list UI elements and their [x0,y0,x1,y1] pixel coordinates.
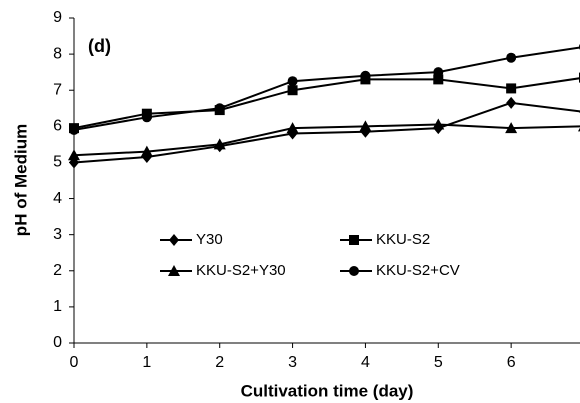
data-point [433,74,444,85]
data-point [359,120,372,132]
y-tick-label: 9 [53,9,62,26]
data-point [506,52,517,63]
y-tick-label: 6 [53,118,62,135]
data-point [140,145,153,157]
legend-label: KKU-S2 [376,231,430,248]
data-point [433,67,444,78]
y-tick-label: 7 [53,81,62,98]
data-point [68,149,80,161]
legend-marker [168,265,180,276]
x-tick-label: 5 [434,354,443,371]
data-point [432,118,445,130]
x-tick-label: 2 [215,354,224,371]
x-tick-label: 3 [288,354,297,371]
series-line [73,46,580,131]
x-tick-label: 0 [70,354,79,371]
y-tick-label: 2 [53,262,62,279]
data-point [214,103,225,114]
y-tick-label: 1 [53,298,62,315]
series-line [73,77,580,130]
legend-label: Y30 [196,231,223,248]
legend-marker [349,266,359,276]
data-point [141,112,152,123]
data-point [505,122,518,134]
data-point [286,122,299,134]
data-point [287,85,298,96]
x-axis-label: Cultivation time (day) [241,381,414,400]
x-tick-label: 1 [142,354,151,371]
series-line [73,123,580,157]
legend-marker [349,235,359,245]
y-tick-label: 0 [53,334,62,351]
data-point [69,124,79,135]
x-tick-label: 4 [361,354,370,371]
legend-label: KKU-S2+Y30 [196,262,286,279]
data-point [213,138,226,150]
legend-marker [169,234,179,246]
y-tick-label: 4 [53,190,62,207]
data-point [506,83,517,94]
data-point [360,70,371,81]
legend-label: KKU-S2+CV [376,262,460,279]
series-line [73,101,580,164]
y-tick-label: 3 [53,226,62,243]
y-tick-label: 8 [53,45,62,62]
x-tick-label: 6 [507,354,516,371]
annotation: (d) [88,36,111,56]
y-axis-label: pH of Medium [11,124,30,236]
data-point [287,76,298,87]
data-point [506,96,517,109]
y-tick-label: 5 [53,154,62,171]
